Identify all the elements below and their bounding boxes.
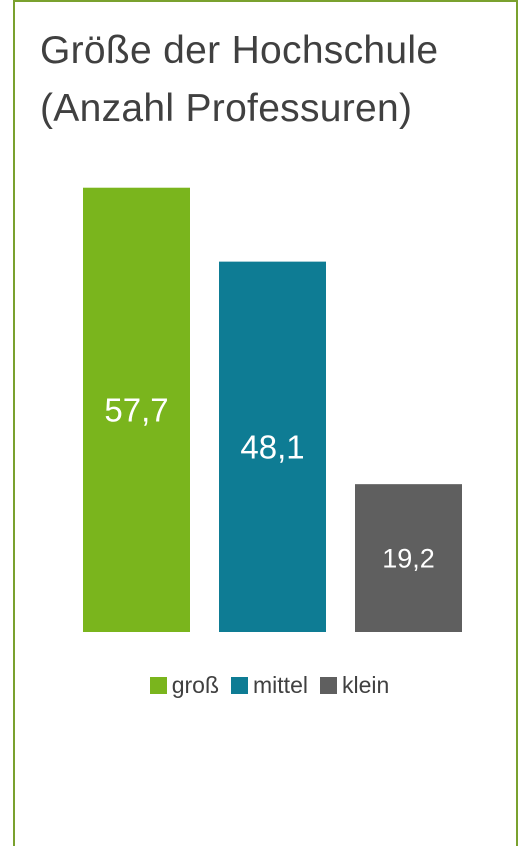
legend-item-gross: groß <box>149 672 220 699</box>
legend-item-klein: klein <box>319 672 390 699</box>
bar-value-label-klein: 19,2 <box>382 544 435 574</box>
bar-value-label-mittel: 48,1 <box>240 428 304 465</box>
bar-gross <box>83 187 190 632</box>
chart-legend: groß mittel klein <box>0 672 523 699</box>
bar-mittel <box>219 261 326 632</box>
bar-klein <box>355 484 462 632</box>
bar-value-label-gross: 57,7 <box>104 391 168 428</box>
chart-title-line2: (Anzahl Professuren) <box>40 87 413 130</box>
legend-swatch-gross <box>149 677 167 694</box>
legend-label-mittel: mittel <box>253 672 308 698</box>
legend-swatch-mittel <box>231 677 249 694</box>
legend-label-gross: groß <box>171 672 220 698</box>
chart-title-line1: Größe der Hochschule <box>40 29 439 72</box>
legend-label-klein: klein <box>341 672 390 698</box>
chart-title: Größe der Hochschule (Anzahl Professuren… <box>40 22 438 138</box>
legend-swatch-klein <box>319 677 337 694</box>
legend-item-mittel: mittel <box>231 672 308 699</box>
